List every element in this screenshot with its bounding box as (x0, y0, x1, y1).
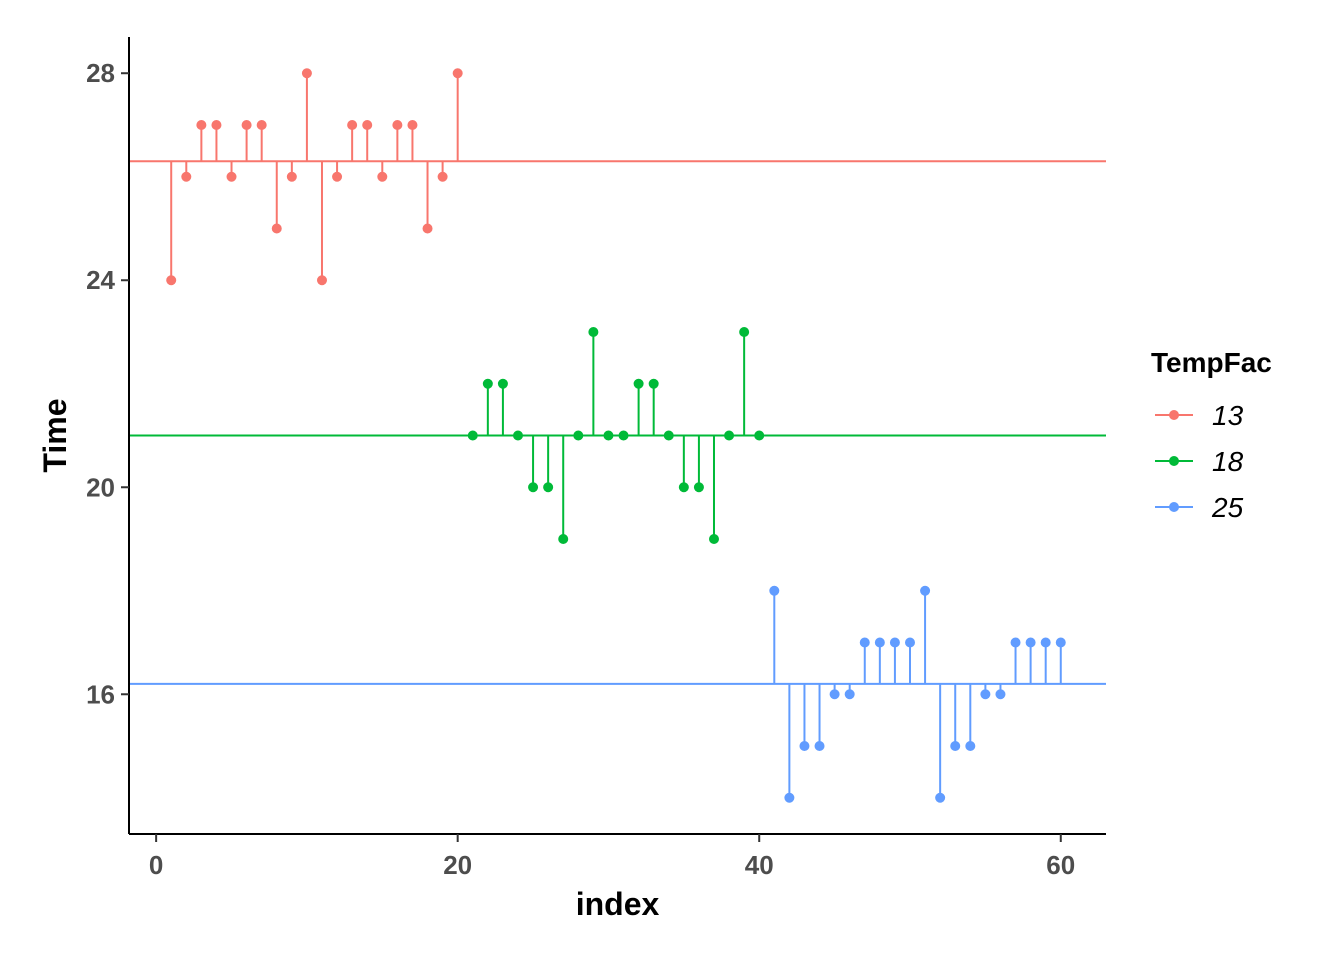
point-13-1 (166, 275, 177, 286)
x-tick-label-60: 60 (1046, 850, 1075, 880)
point-13-11 (316, 275, 327, 286)
point-25-53 (950, 741, 961, 752)
legend: TempFac 13 18 25 (1151, 347, 1272, 523)
point-13-6 (241, 119, 252, 130)
legend-label-13: 13 (1212, 400, 1244, 431)
point-13-16 (392, 119, 403, 130)
point-18-29 (588, 326, 599, 337)
point-18-38 (724, 430, 735, 441)
point-13-18 (422, 223, 433, 234)
x-axis-title: index (576, 886, 660, 922)
plot-area (129, 68, 1106, 803)
point-13-9 (286, 171, 297, 182)
point-13-14 (362, 119, 373, 130)
legend-item-18: 18 (1155, 446, 1244, 477)
point-25-54 (965, 741, 976, 752)
x-tick-label-20: 20 (443, 850, 472, 880)
point-25-48 (874, 637, 885, 648)
y-tick-label-20: 20 (86, 472, 115, 502)
point-18-40 (754, 430, 765, 441)
point-25-60 (1055, 637, 1066, 648)
point-18-37 (708, 534, 719, 545)
y-axis-title: Time (37, 398, 73, 472)
point-13-13 (347, 119, 358, 130)
point-18-26 (543, 482, 554, 493)
y-tick-label-28: 28 (86, 58, 115, 88)
point-18-33 (648, 378, 659, 389)
point-18-36 (693, 482, 704, 493)
point-18-24 (512, 430, 523, 441)
y-axis-ticks: 16 20 24 28 (86, 58, 129, 709)
legend-item-25: 25 (1155, 492, 1244, 523)
legend-item-13: 13 (1155, 400, 1244, 431)
y-tick-label-24: 24 (86, 265, 115, 295)
point-13-12 (332, 171, 343, 182)
legend-key-point-25 (1169, 502, 1179, 512)
point-18-22 (482, 378, 493, 389)
point-13-19 (437, 171, 448, 182)
point-25-43 (799, 741, 810, 752)
point-13-17 (407, 119, 418, 130)
point-18-35 (678, 482, 689, 493)
series-18 (129, 326, 1106, 545)
point-25-49 (889, 637, 900, 648)
point-13-10 (301, 68, 312, 79)
point-13-7 (256, 119, 267, 130)
point-13-2 (181, 171, 192, 182)
point-25-44 (814, 741, 825, 752)
point-25-46 (844, 689, 855, 700)
point-25-50 (904, 637, 915, 648)
point-25-42 (784, 792, 795, 803)
point-18-27 (558, 534, 569, 545)
x-tick-label-40: 40 (745, 850, 774, 880)
point-18-31 (618, 430, 629, 441)
point-13-15 (377, 171, 388, 182)
point-25-59 (1040, 637, 1051, 648)
point-18-34 (663, 430, 674, 441)
point-18-21 (467, 430, 478, 441)
legend-key-point-18 (1169, 456, 1179, 466)
point-18-25 (528, 482, 539, 493)
point-25-51 (920, 585, 931, 596)
point-18-32 (633, 378, 644, 389)
point-25-58 (1025, 637, 1036, 648)
point-13-8 (271, 223, 282, 234)
point-25-56 (995, 689, 1006, 700)
point-18-23 (497, 378, 508, 389)
point-25-47 (859, 637, 870, 648)
point-13-5 (226, 171, 237, 182)
point-13-20 (452, 68, 463, 79)
point-25-45 (829, 689, 840, 700)
legend-key-point-13 (1169, 410, 1179, 420)
x-tick-label-0: 0 (149, 850, 163, 880)
series-25 (129, 585, 1106, 803)
y-tick-label-16: 16 (86, 679, 115, 709)
x-axis-ticks: 0 20 40 60 (149, 834, 1075, 880)
point-13-4 (211, 119, 222, 130)
point-25-41 (769, 585, 780, 596)
legend-label-25: 25 (1211, 492, 1244, 523)
legend-label-18: 18 (1212, 446, 1244, 477)
series-13 (129, 68, 1106, 286)
point-18-30 (603, 430, 614, 441)
point-25-55 (980, 689, 991, 700)
legend-title: TempFac (1151, 347, 1272, 378)
point-25-52 (935, 792, 946, 803)
point-18-39 (739, 326, 750, 337)
point-25-57 (1010, 637, 1021, 648)
point-18-28 (573, 430, 584, 441)
point-13-3 (196, 119, 207, 130)
